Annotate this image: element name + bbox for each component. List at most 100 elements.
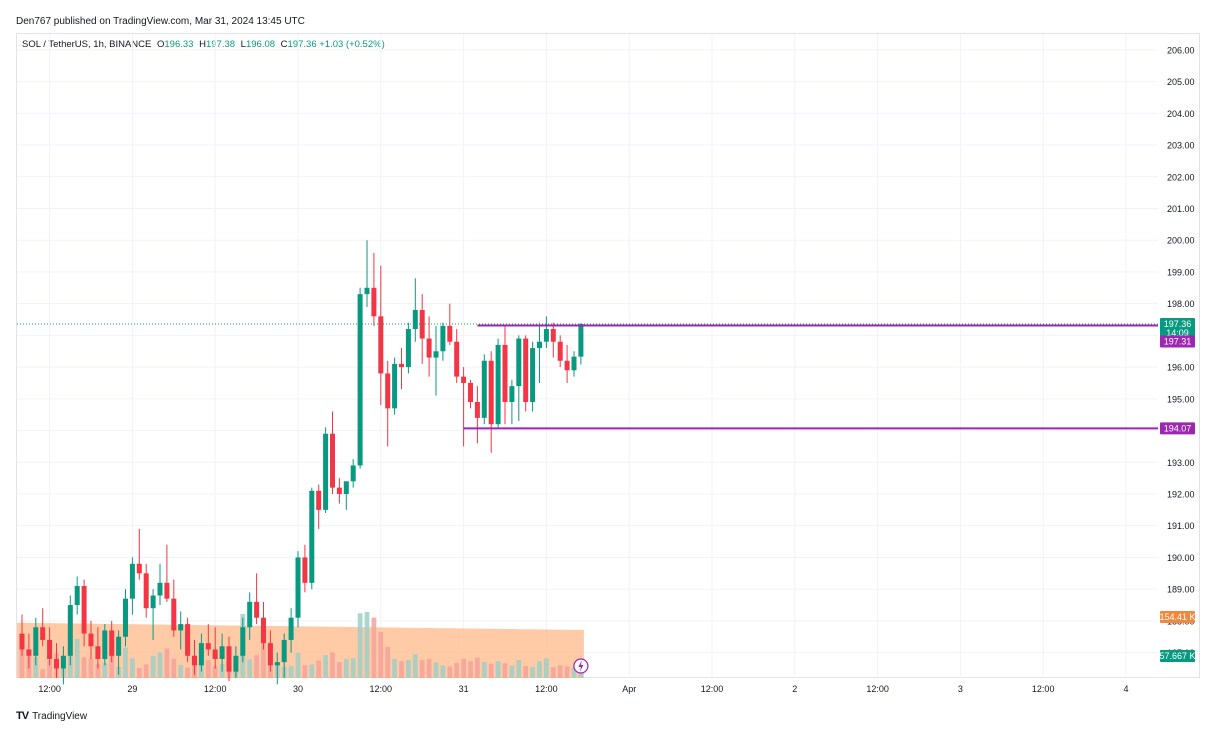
volume-bar	[433, 662, 439, 678]
volume-bar	[475, 657, 480, 678]
volume-bar	[109, 653, 115, 678]
candle-body	[185, 624, 191, 656]
candle-body	[281, 639, 287, 663]
level-tag-upper: 197.31	[1160, 335, 1195, 348]
volume-bar	[330, 652, 335, 678]
volume-bar	[74, 638, 80, 678]
candle-body	[150, 595, 156, 609]
last-price-tag-text: 14:09	[1166, 328, 1189, 338]
volume-bar	[516, 660, 522, 678]
volume-bar	[364, 612, 370, 678]
volume-bar	[392, 658, 397, 678]
legend-open: 196.33	[164, 39, 194, 50]
publisher-line: Den767 published on TradingView.com, Mar…	[16, 16, 305, 27]
volume-bar	[247, 659, 253, 678]
price-tick-label: 198.00	[1167, 299, 1195, 309]
volume-tag: 57.667 K	[1159, 650, 1196, 662]
candle-body	[233, 655, 239, 672]
candle-body	[447, 325, 453, 342]
tradingview-logo-icon: TV	[16, 710, 29, 722]
volume-bar	[544, 658, 549, 678]
candle-body	[502, 344, 508, 402]
candle-body	[171, 598, 177, 631]
volume-bar	[81, 657, 87, 678]
volume-bar	[95, 664, 101, 678]
candle-body	[116, 636, 122, 656]
volume-bar	[212, 665, 218, 678]
candle-body	[378, 316, 384, 374]
time-tick-label: 12:00	[370, 684, 393, 694]
candle-body	[261, 617, 266, 644]
volume-bar	[426, 658, 432, 678]
volume-bar	[157, 652, 163, 678]
time-tick-label: 12:00	[866, 684, 889, 694]
price-tick-label: 203.00	[1167, 141, 1195, 151]
volume-bar	[288, 666, 294, 678]
candle-body	[240, 627, 246, 656]
candle-body	[461, 376, 467, 383]
price-tick-label: 201.00	[1167, 204, 1195, 214]
level-tag-lower: 194.07	[1160, 422, 1195, 435]
candle-body	[557, 341, 563, 361]
volume-bar	[309, 664, 315, 678]
candle-body	[88, 633, 94, 647]
volume-bar	[350, 658, 356, 678]
candle-body	[454, 341, 460, 377]
volume-bar	[378, 632, 384, 678]
candle-body	[530, 348, 536, 402]
candle-body	[474, 402, 480, 418]
tradingview-logo[interactable]: TV TradingView	[16, 710, 87, 722]
volume-bar	[412, 654, 418, 678]
time-tick-label: 29	[127, 684, 137, 694]
candle-body	[157, 582, 163, 596]
candle-body	[537, 341, 542, 349]
price-tick-label: 196.00	[1167, 363, 1195, 373]
chart-frame	[16, 33, 1200, 678]
volume-bar	[537, 661, 542, 678]
time-tick-label: 12:00	[1032, 684, 1055, 694]
volume-bar	[488, 663, 494, 678]
legend-symbol: SOL / TetherUS, 1h, BINANCE	[22, 39, 152, 50]
level-tag-lower-bg	[1160, 422, 1195, 435]
candle-body	[19, 633, 25, 650]
volume-bar	[143, 664, 149, 678]
candle-body	[95, 646, 101, 659]
candle-body	[516, 338, 522, 387]
volume-bar	[399, 661, 404, 678]
volume-bar	[502, 663, 508, 678]
legend-high: 197.38	[205, 39, 236, 50]
legend-close: 197.36	[287, 39, 317, 50]
volume-bar	[185, 667, 190, 678]
price-tick-label: 193.00	[1167, 458, 1195, 468]
candle-body	[33, 627, 39, 656]
price-tick-label: 189.00	[1167, 585, 1195, 595]
chart-grid	[17, 34, 1158, 678]
volume-bar	[406, 660, 411, 678]
volume-bar	[571, 667, 577, 678]
volume-bar	[530, 666, 535, 678]
volume-bar	[564, 666, 570, 678]
candle-body	[274, 662, 280, 666]
tradingview-logo-text: TradingView	[32, 710, 88, 722]
legend-low-label: L	[240, 39, 246, 50]
candle-body	[226, 646, 232, 672]
price-tick-label: 192.00	[1167, 490, 1195, 500]
candle-body	[336, 487, 342, 494]
candle-body	[481, 360, 487, 418]
legend-close-label: C	[280, 39, 288, 50]
volume-bar	[171, 658, 177, 678]
volume-bar	[316, 660, 322, 678]
volume-layer	[17, 612, 584, 678]
time-tick-label: 12:00	[701, 684, 724, 694]
volume-bar	[164, 648, 170, 678]
candle-body	[47, 639, 53, 659]
candle-body	[357, 294, 363, 466]
candle-body	[426, 338, 432, 358]
volume-bar	[454, 662, 460, 678]
time-tick-label: Apr	[622, 684, 636, 694]
candle-body	[54, 658, 59, 669]
candle-body	[392, 363, 398, 409]
candle-body	[405, 329, 411, 368]
